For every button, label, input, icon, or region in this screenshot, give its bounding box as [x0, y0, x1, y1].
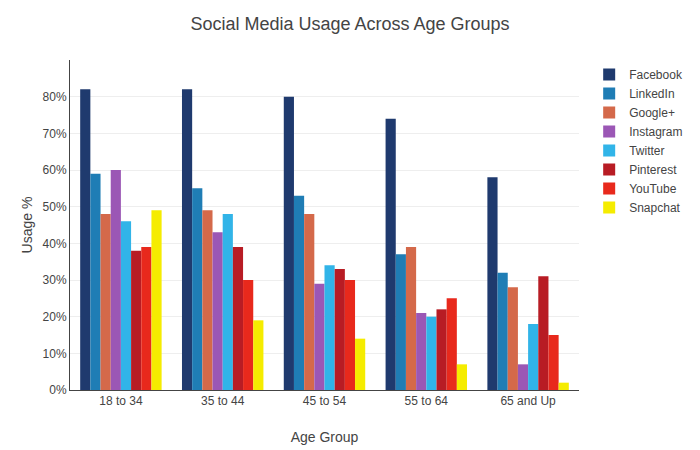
svg-text:Social Media Usage Across Age: Social Media Usage Across Age Groups [190, 14, 509, 34]
svg-text:Usage %: Usage % [19, 197, 35, 254]
svg-text:55 to 64: 55 to 64 [405, 394, 449, 408]
svg-text:YouTube: YouTube [629, 182, 676, 196]
svg-text:60%: 60% [43, 163, 67, 177]
svg-text:0%: 0% [49, 383, 67, 397]
svg-text:70%: 70% [43, 127, 67, 141]
svg-text:65 and Up: 65 and Up [500, 394, 556, 408]
svg-text:Facebook: Facebook [629, 68, 683, 82]
svg-text:LinkedIn: LinkedIn [629, 87, 674, 101]
svg-text:10%: 10% [43, 347, 67, 361]
svg-text:20%: 20% [43, 310, 67, 324]
svg-text:Google+: Google+ [629, 106, 675, 120]
svg-text:Snapchat: Snapchat [629, 201, 680, 215]
svg-text:Instagram: Instagram [629, 125, 682, 139]
svg-text:Age Group: Age Group [291, 429, 359, 445]
svg-text:30%: 30% [43, 273, 67, 287]
svg-text:Twitter: Twitter [629, 144, 664, 158]
svg-text:80%: 80% [43, 90, 67, 104]
svg-text:18 to 34: 18 to 34 [99, 394, 143, 408]
svg-text:50%: 50% [43, 200, 67, 214]
svg-text:35 to 44: 35 to 44 [201, 394, 245, 408]
svg-text:40%: 40% [43, 237, 67, 251]
svg-text:45 to 54: 45 to 54 [303, 394, 347, 408]
svg-text:Pinterest: Pinterest [629, 163, 677, 177]
